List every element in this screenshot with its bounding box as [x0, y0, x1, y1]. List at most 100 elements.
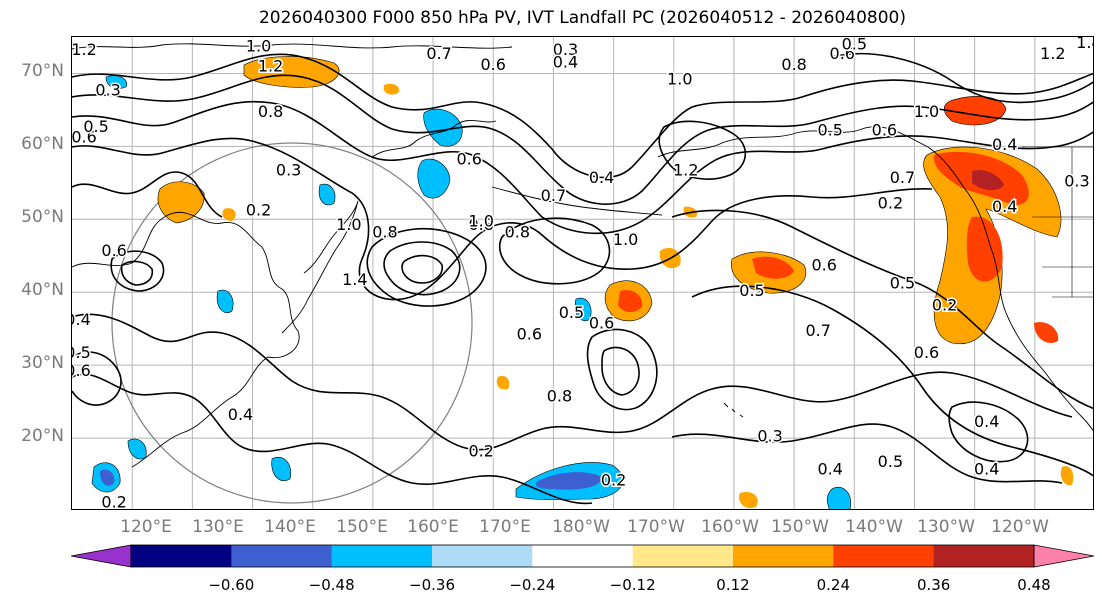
negative-anomaly-small-5: [127, 438, 147, 460]
contour-label: 1.2: [673, 161, 698, 180]
contour-label: 0.2: [932, 295, 957, 314]
colorbar-bin: [632, 545, 734, 567]
contour-label: 0.6: [872, 120, 897, 139]
contour-labels: 0.30.40.60.71.00.80.60.50.5 0.61.00.41.21…: [72, 37, 1094, 509]
colorbar-bin: [131, 545, 232, 567]
colorbar-tick-label: −0.24: [509, 576, 556, 594]
pv-contour: [72, 100, 1093, 235]
contour-label: 1.0: [613, 230, 638, 249]
contour-label: 0.8: [372, 223, 397, 242]
contour-label: 1.4: [342, 270, 367, 289]
lon-label: 170°W: [627, 517, 685, 537]
map-title: 2026040300 F000 850 hPa PV, IVT Landfall…: [258, 8, 906, 28]
positive-anomaly-kamchatka: [157, 181, 205, 224]
coast-kamchatka: [371, 119, 497, 158]
contour-label: 0.6: [517, 325, 542, 344]
pv-contour: [601, 346, 640, 396]
contour-label: 0.6: [72, 361, 91, 380]
pv-contour: [72, 313, 1073, 451]
pv-contour: [658, 120, 747, 180]
shaded-anomalies: [91, 56, 1074, 509]
coast-arctic: [72, 43, 513, 50]
pv-contour: [498, 217, 611, 285]
coast-hawaii: [723, 402, 744, 418]
pv-contour: [831, 52, 1093, 104]
contour-label: 0.2: [246, 201, 271, 220]
contour-label: 0.7: [805, 321, 830, 340]
contour-label: 0.3: [95, 80, 120, 99]
lon-label: 130°E: [192, 517, 244, 537]
negative-anomaly-small-7: [826, 487, 852, 509]
coast-aleutians: [491, 186, 663, 216]
coastlines: [72, 43, 1093, 468]
contour-label: 0.8: [258, 102, 283, 121]
lon-label: 180°W: [552, 517, 610, 537]
contour-label: 0.7: [890, 168, 915, 187]
colorbar-tick-label: 0.36: [916, 576, 951, 594]
contour-label: 0.4: [817, 460, 842, 479]
contour-label: 0.3: [553, 40, 578, 59]
lon-label: 130°W: [917, 517, 975, 537]
pv-contour: [383, 241, 461, 296]
colorbar: [71, 544, 1094, 568]
colorbar-bin: [532, 545, 634, 567]
contour-label: 0.6: [456, 150, 481, 169]
contour-label: 0.4: [992, 197, 1017, 216]
positive-anomaly-small-5: [496, 375, 510, 390]
colorbar-tick-label: −0.60: [208, 576, 255, 594]
colorbar-bin: [231, 545, 333, 567]
colorbar-bin: [331, 545, 433, 567]
positive-anomaly-california: [1034, 322, 1059, 343]
negative-anomaly-small-1: [318, 183, 336, 206]
positive-anomaly-aleutian: [243, 56, 340, 88]
positive-anomaly-west-coast-max: [972, 169, 1004, 191]
lat-label: 20°N: [21, 426, 64, 446]
contour-label: 0.5: [817, 120, 842, 139]
contour-label: 0.3: [757, 427, 782, 446]
pv-contour: [671, 423, 1063, 484]
contour-label: 0.4: [589, 168, 614, 187]
pv-contour: [366, 227, 487, 307]
contour-label: 0.8: [468, 215, 493, 234]
coast-japan: [281, 200, 359, 334]
lon-label: 120°W: [991, 517, 1049, 537]
contour-label: 0.7: [541, 186, 566, 205]
contour-label: 0.3: [1064, 171, 1089, 190]
contour-label: 1.0: [336, 215, 361, 234]
us-state-lines: [1022, 146, 1093, 298]
colorbar-frame: [130, 544, 1035, 568]
lon-label: 170°E: [479, 517, 531, 537]
coast-asia: [72, 211, 300, 468]
pv-contour: [120, 260, 154, 286]
positive-anomaly-subtropical-core: [618, 289, 643, 313]
pv-contour: [401, 254, 444, 284]
contour-label: 1.0: [914, 102, 939, 121]
contour-label: 0.6: [72, 128, 97, 147]
negative-anomaly-philippine-core: [100, 469, 115, 486]
contour-label: 0.6: [589, 314, 614, 333]
contour-label: 1.0: [468, 212, 493, 231]
lat-label: 40°N: [21, 280, 64, 300]
pv-contour: [691, 285, 1093, 477]
colorbar-tick-label: 0.12: [716, 576, 750, 594]
contour-label: 0.5: [83, 117, 108, 136]
colorbar-tick-label: −0.48: [308, 576, 355, 594]
map-canvas: 0.30.40.60.71.00.80.60.50.5 0.61.00.41.21…: [72, 37, 1094, 509]
contour-label: 0.6: [830, 44, 855, 63]
contour-label: 1.4: [1076, 37, 1094, 52]
negative-anomaly-small-2: [216, 289, 234, 313]
colorbar-tick-label: −0.36: [409, 576, 455, 594]
coast-alaska: [657, 126, 969, 194]
contour-label: 0.2: [468, 441, 493, 460]
contour-label: 0.8: [547, 387, 572, 406]
negative-anomaly-okhotsk: [417, 158, 451, 199]
contour-label: 1.2: [72, 40, 97, 59]
pv-contour: [586, 328, 658, 411]
contour-label: 1.2: [1040, 44, 1065, 63]
colorbar-bin: [833, 545, 935, 567]
contour-label: 1.0: [667, 69, 692, 88]
contour-label: 0.6: [811, 255, 836, 274]
negative-anomaly-bering: [423, 108, 463, 147]
contour-label: 0.4: [72, 310, 91, 329]
positive-anomaly-pacific-nw: [966, 216, 1003, 282]
